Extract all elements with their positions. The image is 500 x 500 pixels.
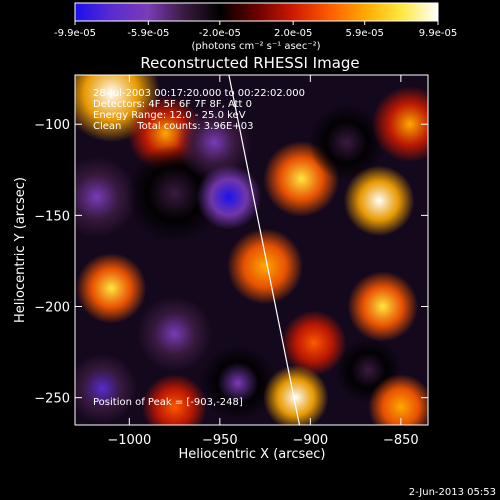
heatmap-source-blob xyxy=(75,156,138,238)
x-tick-label: −950 xyxy=(202,433,238,448)
heatmap-source-blob xyxy=(281,310,347,376)
colorbar-tick-label: 2.0e-05 xyxy=(274,28,312,39)
annotation-energy-range: Energy Range: 12.0 - 25.0 keV xyxy=(93,110,246,121)
heatmap-source-blob xyxy=(141,374,208,425)
y-axis-label: Heliocentric Y (arcsec) xyxy=(13,177,28,323)
annotation-detectors: Detectors: 4F 5F 6F 7F 8F, Att 0 xyxy=(93,99,252,110)
colorbar-tick-label: 9.9e-05 xyxy=(419,28,457,39)
colorbar-unit-label: (photons cm⁻² s⁻¹ asec⁻²) xyxy=(191,41,320,52)
colorbar xyxy=(74,2,439,22)
heatmap-source-blob xyxy=(136,295,213,372)
y-tick-label: −200 xyxy=(34,301,70,316)
heatmap-source-blob xyxy=(196,164,262,230)
colorbar-tick-label: -2.0e-05 xyxy=(199,28,241,39)
heatmap-source-blob xyxy=(199,345,276,422)
heatmap-source-blob xyxy=(75,252,147,324)
colorbar-tick-label: -9.9e-05 xyxy=(54,28,96,39)
heatmap-source-blob xyxy=(308,104,385,181)
solar-limb-line xyxy=(228,75,301,425)
heatmap-source-blob xyxy=(368,374,428,425)
footer-timestamp: 2-Jun-2013 05:53 xyxy=(409,487,496,498)
heatmap-source-blob xyxy=(227,228,304,305)
y-tick-label: −100 xyxy=(34,118,70,133)
colorbar-ticks: -9.9e-05 -5.9e-05 -2.0e-05 2.0e-05 5.9e-05 9.… xyxy=(54,21,457,39)
y-tick-label: −250 xyxy=(34,392,70,407)
chart-title: Reconstructed RHESSI Image xyxy=(140,54,359,72)
plot-frame xyxy=(74,74,429,426)
heatmap-source-blob xyxy=(371,86,428,163)
heatmap-source-blob xyxy=(343,165,415,237)
heatmap-source-blob xyxy=(75,353,138,424)
x-tick-label: −1000 xyxy=(107,433,151,448)
colorbar-tick-label: -5.9e-05 xyxy=(127,28,169,39)
heatmap-area xyxy=(75,75,428,425)
y-tick-label: −150 xyxy=(34,209,70,224)
annotation-time-range: 28-Jul-2003 00:17:20.000 to 00:22:02.000 xyxy=(93,88,305,99)
annotation-clean-counts: Clean Total counts: 3.96E+03 xyxy=(93,121,253,132)
x-axis-label: Heliocentric X (arcsec) xyxy=(179,447,326,462)
annotation-peak-position: Position of Peak = [-903,-248] xyxy=(93,397,243,408)
axis-ticks: −1000 −950 −900 −850 −100 −150 −200 −250 xyxy=(34,75,428,448)
x-tick-label: −850 xyxy=(383,433,419,448)
heatmap-source-blob xyxy=(347,271,419,342)
x-tick-label: −900 xyxy=(292,433,328,448)
colorbar-tick-label: 5.9e-05 xyxy=(345,28,383,39)
heatmap-source-blob xyxy=(176,104,253,181)
heatmap-source-blob xyxy=(263,365,329,425)
